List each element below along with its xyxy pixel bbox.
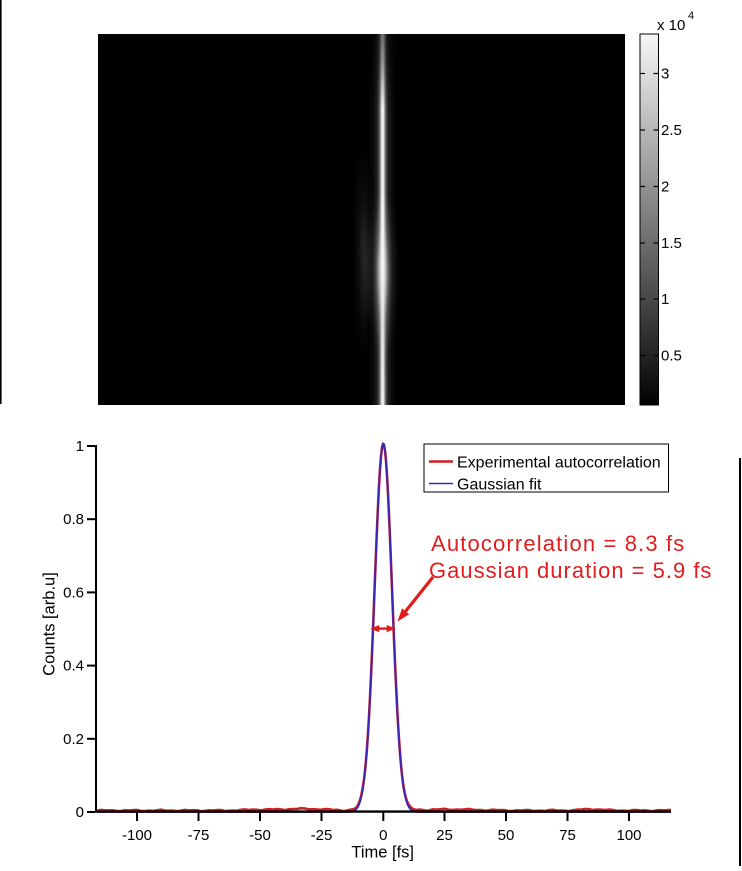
svg-text:0.2: 0.2: [63, 731, 84, 748]
svg-text:0: 0: [379, 827, 387, 844]
svg-text:25: 25: [436, 827, 453, 844]
svg-text:0.6: 0.6: [63, 584, 84, 601]
svg-text:50: 50: [498, 827, 515, 844]
svg-text:-100: -100: [122, 827, 152, 844]
svg-text:Gaussian duration = 5.9 fs: Gaussian duration = 5.9 fs: [429, 558, 712, 583]
svg-text:2.5: 2.5: [661, 122, 682, 139]
svg-text:2: 2: [661, 179, 669, 196]
svg-text:-75: -75: [188, 827, 210, 844]
svg-text:-25: -25: [311, 827, 333, 844]
svg-text:Time [fs]: Time [fs]: [351, 844, 414, 862]
svg-text:Counts [arb.u]: Counts [arb.u]: [41, 572, 59, 676]
svg-text:3: 3: [661, 66, 669, 83]
svg-text:1: 1: [76, 438, 84, 455]
svg-text:0.8: 0.8: [63, 511, 84, 528]
svg-text:Experimental autocorrelation: Experimental autocorrelation: [457, 454, 661, 471]
svg-text:75: 75: [559, 827, 576, 844]
svg-text:1.5: 1.5: [661, 235, 682, 252]
svg-text:x 10: x 10: [657, 17, 685, 34]
svg-text:4: 4: [688, 10, 694, 22]
svg-text:1: 1: [661, 291, 669, 308]
svg-text:-50: -50: [249, 827, 271, 844]
svg-text:Gaussian fit: Gaussian fit: [457, 476, 542, 493]
svg-text:100: 100: [616, 827, 641, 844]
svg-text:0: 0: [76, 804, 84, 821]
svg-text:0.5: 0.5: [661, 348, 682, 365]
svg-text:0.4: 0.4: [63, 658, 84, 675]
svg-text:Autocorrelation = 8.3 fs: Autocorrelation = 8.3 fs: [431, 531, 685, 556]
